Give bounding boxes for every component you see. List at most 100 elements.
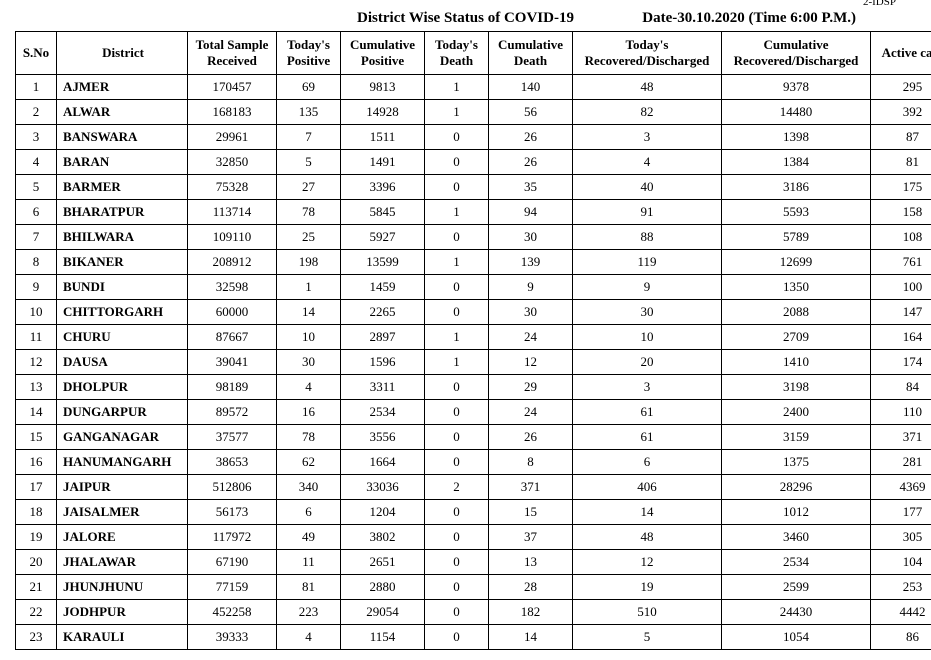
table-row: 2ALWAR168183135149281568214480392 [16,100,931,125]
cpos-cell: 5927 [341,225,425,250]
table-row: 4BARAN32850514910264138481 [16,150,931,175]
cpos-cell: 3311 [341,375,425,400]
sample-cell: 29961 [188,125,277,150]
sno-cell: 16 [16,450,57,475]
cdth-cell: 24 [489,325,573,350]
tpos-cell: 198 [277,250,341,275]
sno-cell: 22 [16,600,57,625]
cdth-cell: 28 [489,575,573,600]
table-header-row: S.No District Total Sample Received Toda… [16,32,931,75]
col-sno: S.No [16,32,57,75]
cdth-cell: 140 [489,75,573,100]
trec-cell: 5 [573,625,722,650]
cpos-cell: 14928 [341,100,425,125]
sample-cell: 168183 [188,100,277,125]
cdth-cell: 24 [489,400,573,425]
cdth-cell: 26 [489,425,573,450]
tpos-cell: 78 [277,200,341,225]
district-cell: AJMER [57,75,188,100]
cpos-cell: 9813 [341,75,425,100]
cpos-cell: 3802 [341,525,425,550]
district-cell: HANUMANGARH [57,450,188,475]
crec-cell: 3198 [722,375,871,400]
district-cell: CHITTORGARH [57,300,188,325]
crec-cell: 1410 [722,350,871,375]
table-row: 15GANGANAGAR37577783556026613159371 [16,425,931,450]
act-cell: 84 [871,375,931,400]
cdth-cell: 37 [489,525,573,550]
report-header: 2-IDSP District Wise Status of COVID-19 … [15,10,916,27]
trec-cell: 119 [573,250,722,275]
sample-cell: 170457 [188,75,277,100]
trec-cell: 48 [573,75,722,100]
cpos-cell: 2897 [341,325,425,350]
crec-cell: 12699 [722,250,871,275]
act-cell: 175 [871,175,931,200]
act-cell: 147 [871,300,931,325]
tdth-cell: 2 [425,475,489,500]
table-row: 12DAUSA39041301596112201410174 [16,350,931,375]
crec-cell: 1398 [722,125,871,150]
crec-cell: 1054 [722,625,871,650]
tpos-cell: 340 [277,475,341,500]
table-row: 5BARMER75328273396035403186175 [16,175,931,200]
tdth-cell: 0 [425,275,489,300]
tdth-cell: 0 [425,150,489,175]
cpos-cell: 3556 [341,425,425,450]
sample-cell: 98189 [188,375,277,400]
act-cell: 177 [871,500,931,525]
cdth-cell: 94 [489,200,573,225]
crec-cell: 24430 [722,600,871,625]
sample-cell: 75328 [188,175,277,200]
cdth-cell: 35 [489,175,573,200]
act-cell: 253 [871,575,931,600]
crec-cell: 3460 [722,525,871,550]
cpos-cell: 33036 [341,475,425,500]
act-cell: 392 [871,100,931,125]
crec-cell: 2709 [722,325,871,350]
act-cell: 87 [871,125,931,150]
sample-cell: 32850 [188,150,277,175]
crec-cell: 28296 [722,475,871,500]
act-cell: 100 [871,275,931,300]
table-row: 19JALORE117972493802037483460305 [16,525,931,550]
tdth-cell: 0 [425,525,489,550]
tdth-cell: 0 [425,300,489,325]
tpos-cell: 5 [277,150,341,175]
act-cell: 4442 [871,600,931,625]
tdth-cell: 0 [425,500,489,525]
report-code: 2-IDSP [863,0,896,8]
sno-cell: 23 [16,625,57,650]
tdth-cell: 0 [425,125,489,150]
sno-cell: 17 [16,475,57,500]
trec-cell: 30 [573,300,722,325]
sno-cell: 19 [16,525,57,550]
crec-cell: 9378 [722,75,871,100]
trec-cell: 19 [573,575,722,600]
cdth-cell: 9 [489,275,573,300]
table-row: 6BHARATPUR113714785845194915593158 [16,200,931,225]
sno-cell: 5 [16,175,57,200]
crec-cell: 2534 [722,550,871,575]
trec-cell: 6 [573,450,722,475]
sno-cell: 15 [16,425,57,450]
trec-cell: 20 [573,350,722,375]
sno-cell: 8 [16,250,57,275]
crec-cell: 2400 [722,400,871,425]
cpos-cell: 1491 [341,150,425,175]
sno-cell: 2 [16,100,57,125]
tdth-cell: 0 [425,600,489,625]
tdth-cell: 1 [425,200,489,225]
tpos-cell: 14 [277,300,341,325]
district-cell: DHOLPUR [57,375,188,400]
tdth-cell: 0 [425,450,489,475]
sample-cell: 117972 [188,525,277,550]
tpos-cell: 11 [277,550,341,575]
sno-cell: 11 [16,325,57,350]
district-cell: DUNGARPUR [57,400,188,425]
table-row: 23KARAULI39333411540145105486 [16,625,931,650]
trec-cell: 3 [573,125,722,150]
crec-cell: 3159 [722,425,871,450]
table-row: 16HANUMANGARH386536216640861375281 [16,450,931,475]
sno-cell: 9 [16,275,57,300]
